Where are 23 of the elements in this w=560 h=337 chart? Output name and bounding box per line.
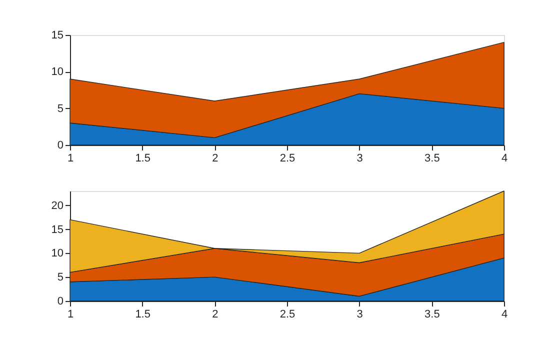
x-tick-label: 1.5 [135, 308, 150, 320]
x-tick-label: 3.5 [424, 152, 440, 164]
y-tick-label: 10 [51, 248, 64, 260]
x-tick-label: 3 [356, 152, 363, 164]
x-tick-label: 3.5 [424, 308, 440, 320]
x-tick-label: 1.5 [135, 152, 150, 164]
x-tick-label: 3 [356, 308, 363, 320]
x-tick-label: 2 [212, 308, 218, 320]
y-tick-label: 5 [57, 102, 64, 115]
x-tick-label: 1 [67, 308, 74, 320]
y-tick-label: 10 [51, 66, 64, 78]
y-tick-label: 5 [57, 272, 64, 284]
y-tick-label: 15 [51, 224, 64, 236]
y-tick-label: 0 [57, 296, 64, 308]
x-tick-label: 2.5 [280, 152, 296, 164]
y-tick-label: 15 [51, 30, 64, 42]
x-tick-label: 2 [212, 152, 218, 164]
x-tick-label: 4 [501, 308, 508, 320]
x-tick-label: 4 [501, 152, 508, 164]
x-tick-label: 2.5 [280, 308, 296, 320]
y-tick-label: 0 [57, 140, 64, 152]
x-tick-label: 1 [67, 152, 74, 164]
y-tick-label: 20 [51, 200, 64, 212]
